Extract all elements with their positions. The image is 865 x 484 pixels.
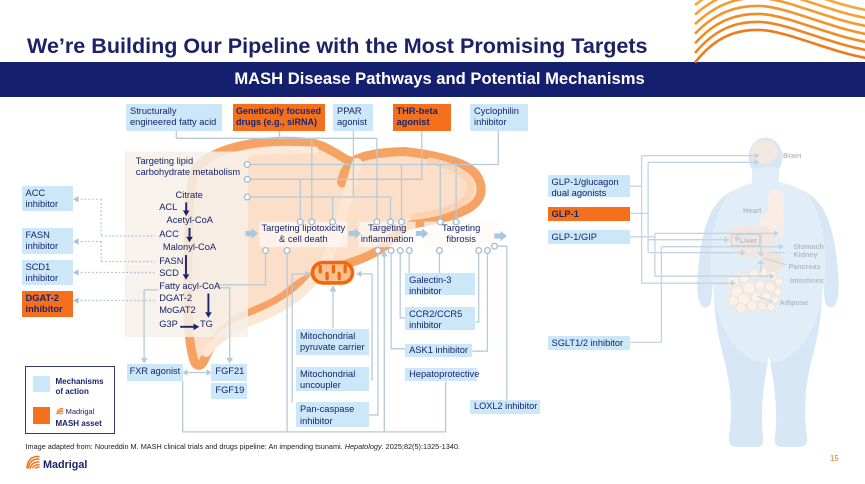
svg-text:Madrigal: Madrigal (43, 459, 87, 471)
